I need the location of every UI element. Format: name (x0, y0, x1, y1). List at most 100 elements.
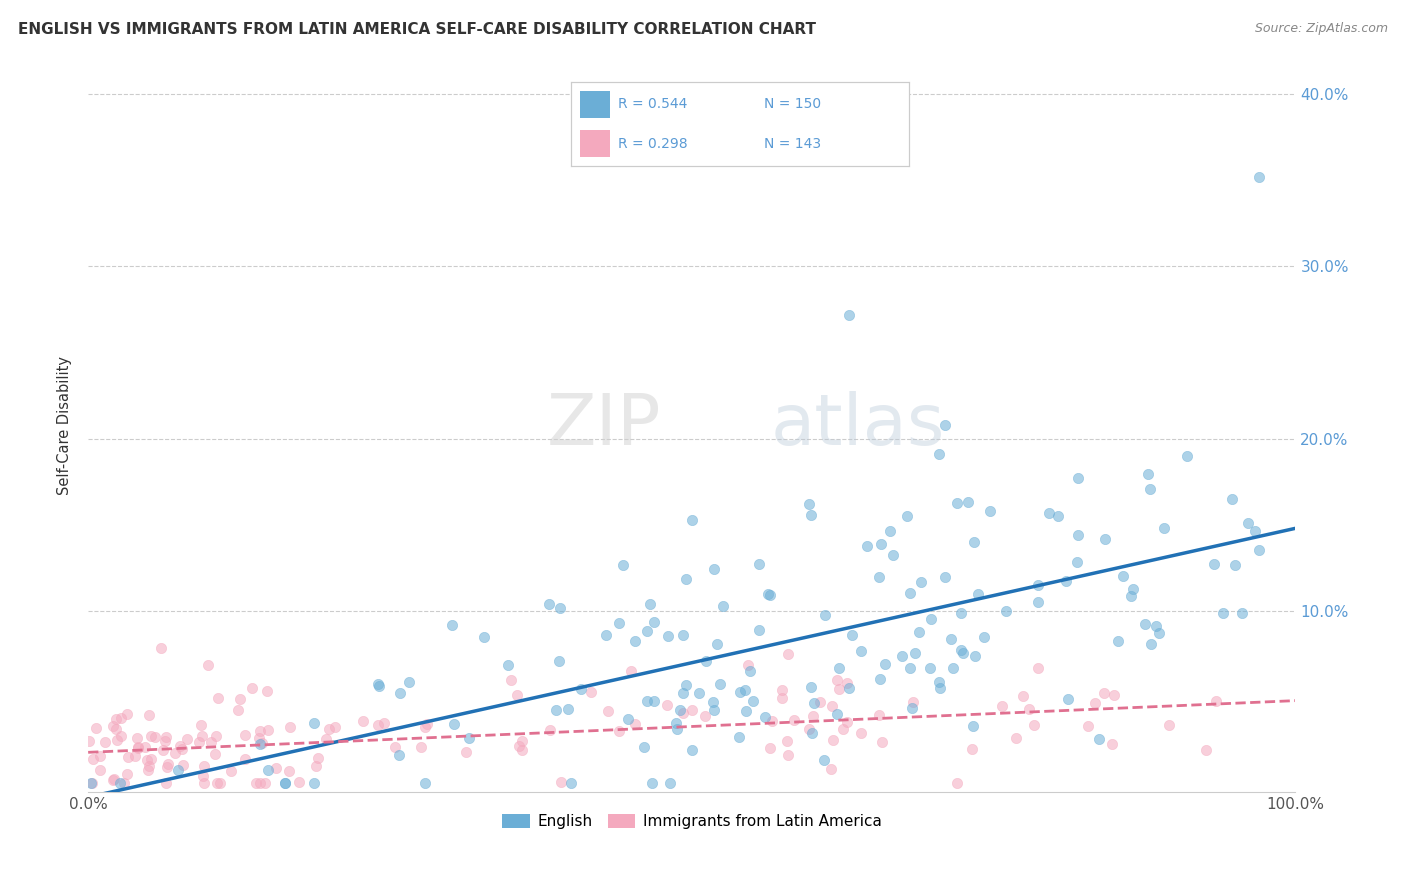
Point (946, 776, 969, 790)
Point (638, 597, 661, 611)
Point (89, 763, 111, 777)
Point (1018, 702, 1040, 716)
Point (152, 743, 174, 757)
Point (110, 710, 132, 724)
Point (245, 776, 267, 790)
Point (1159, 718, 1181, 732)
Point (367, 677, 389, 691)
Point (1107, 634, 1129, 648)
Point (110, 776, 132, 790)
Point (825, 673, 848, 687)
Point (1094, 532, 1116, 546)
Point (672, 628, 695, 642)
Point (939, 632, 962, 646)
Point (838, 308, 860, 322)
Point (124, 749, 146, 764)
Point (934, 570, 956, 584)
Point (841, 627, 863, 641)
Point (868, 708, 890, 723)
Point (219, 764, 242, 779)
Point (879, 524, 901, 538)
Point (1153, 521, 1175, 535)
Point (579, 685, 602, 699)
Point (1195, 743, 1218, 757)
Point (960, 742, 983, 756)
Point (838, 681, 860, 695)
Point (856, 539, 879, 553)
Point (274, 776, 297, 790)
Point (229, 691, 252, 706)
Point (193, 759, 215, 773)
Point (256, 684, 278, 698)
Point (1028, 578, 1050, 592)
Point (143, 730, 166, 744)
Point (153, 734, 176, 748)
Point (138, 758, 160, 772)
Point (709, 676, 731, 690)
Point (305, 759, 328, 773)
Point (499, 673, 522, 687)
Point (1077, 718, 1099, 732)
Point (1057, 692, 1080, 706)
Point (898, 661, 921, 675)
Point (1084, 696, 1107, 710)
Point (510, 733, 533, 747)
Point (249, 776, 271, 790)
Point (728, 730, 751, 744)
Point (249, 723, 271, 738)
Point (510, 743, 533, 757)
Point (472, 630, 495, 644)
Point (828, 681, 851, 696)
Point (675, 678, 697, 692)
Point (94, 735, 117, 749)
Point (643, 615, 665, 629)
Point (155, 730, 177, 744)
Point (105, 733, 128, 747)
Point (967, 587, 990, 601)
Point (101, 773, 124, 788)
Point (1139, 637, 1161, 651)
Point (367, 718, 389, 732)
Point (849, 643, 872, 657)
Point (820, 762, 842, 776)
Point (870, 735, 893, 749)
Point (681, 742, 703, 756)
Point (761, 714, 783, 728)
Point (247, 731, 270, 745)
Point (1220, 492, 1243, 507)
Point (1147, 626, 1170, 640)
Point (849, 725, 872, 739)
Point (112, 776, 135, 790)
Point (193, 776, 215, 790)
Point (623, 717, 645, 731)
Point (352, 714, 374, 728)
Point (821, 699, 844, 714)
Point (813, 607, 835, 622)
Point (616, 712, 638, 726)
Point (274, 776, 297, 790)
Point (907, 625, 929, 640)
Point (734, 683, 756, 698)
Point (416, 716, 439, 731)
Point (703, 703, 725, 717)
Point (101, 719, 124, 733)
Point (368, 679, 391, 693)
Point (496, 658, 519, 673)
Point (991, 698, 1014, 713)
Point (548, 654, 571, 668)
Point (398, 674, 420, 689)
Point (965, 649, 987, 664)
Point (873, 657, 896, 671)
Point (636, 624, 658, 638)
Point (1005, 731, 1028, 745)
Point (233, 752, 256, 766)
Point (169, 739, 191, 753)
Point (898, 586, 921, 600)
Point (115, 767, 138, 781)
Point (748, 558, 770, 572)
Point (675, 573, 697, 587)
Point (1177, 450, 1199, 464)
Point (772, 691, 794, 706)
Point (1249, 169, 1271, 184)
Point (934, 417, 956, 432)
